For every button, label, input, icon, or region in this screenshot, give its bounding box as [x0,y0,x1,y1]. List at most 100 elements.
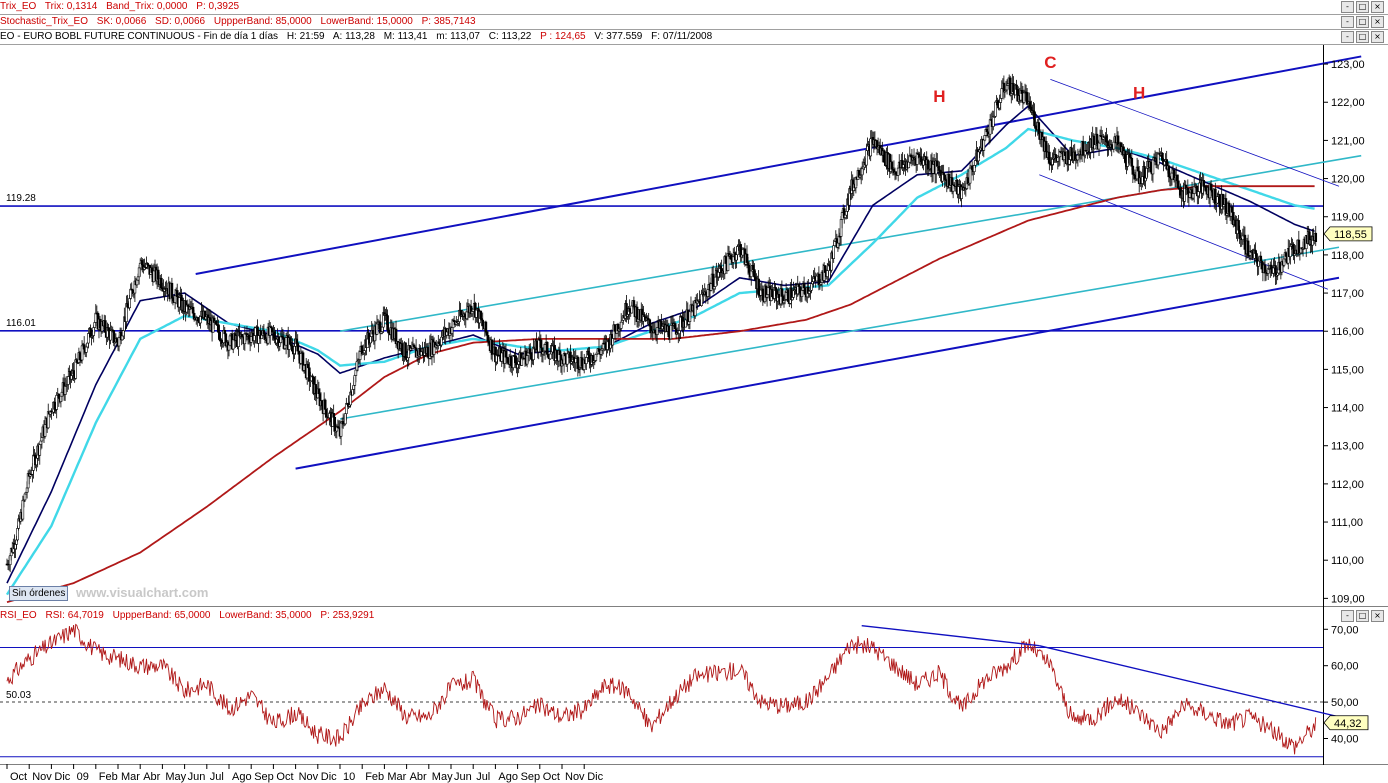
x-tick-label: Dic [54,771,70,783]
candle-body [761,288,765,301]
x-tick-label: Mar [387,771,406,783]
x-tick-label: Nov [299,771,319,783]
rsi-legend: RSI_EO RSI: 64,7019 UppperBand: 65,0000 … [0,609,380,623]
close-button[interactable]: × [1371,1,1384,13]
stochastic-legend: Stochastic_Trix_EO SK: 0,0066 SD: 0,0066… [0,15,482,29]
y-tick-label: 117,00 [1331,288,1364,300]
rsi-y-tick-label: 40,00 [1331,734,1359,746]
trendline [1050,78,1340,187]
y-tick-label: 118,00 [1331,250,1364,262]
minimize-button[interactable]: - [1341,31,1354,43]
candle-body [490,339,494,355]
candle-body [832,245,835,259]
candle-body [992,116,995,127]
rsi-mid-label: 50.03 [6,690,31,701]
candle-body [1149,161,1153,173]
stochastic-window-controls: - □ × [1341,16,1384,28]
minimize-button[interactable]: - [1341,16,1354,28]
y-tick-label: 109,00 [1331,593,1365,605]
pattern-annotation: C [1044,53,1056,72]
x-tick-label: 09 [77,771,89,783]
rsi-trendline [1039,644,1362,723]
info-high: M: 113,41 [383,31,428,42]
rsi-upper: UppperBand: 65,0000 [112,610,211,621]
info-date: F: 07/11/2008 [651,31,713,42]
axes: 109,00 110,00 111,00 112,00 113,00 114,00 115,… [6,59,1373,783]
rsi-window-controls: - □ × [1341,610,1384,622]
candle-body [1015,84,1018,90]
stochastic-lower: LowerBand: 15,0000 [320,16,413,27]
y-tick-label: 121,00 [1331,135,1365,147]
candle-body [1278,261,1282,271]
candle-body [786,289,790,302]
candle-body [632,300,636,307]
candle-body [43,424,47,437]
x-tick-label: Nov [565,771,585,783]
trix-window-controls: - □ × [1341,1,1384,13]
x-tick-label: Feb [365,771,384,783]
candle-body [800,290,804,297]
candle-body [1097,142,1101,150]
horizontal-level-label: 119.28 [6,193,36,204]
candle-body [297,350,301,355]
trix-legend: Trix_EO Trix: 0,1314 Band_Trix: 0,0000 P… [0,0,245,14]
y-tick-label: 122,00 [1331,97,1365,109]
x-tick-label: Ago [498,771,518,783]
y-tick-label: 116,00 [1331,326,1364,338]
rsi-lower: LowerBand: 35,0000 [219,610,312,621]
y-tick-label: 119,00 [1331,212,1364,224]
candle-body [619,321,623,329]
x-tick-label: Jun [454,771,472,783]
main-window-controls: - □ × [1341,31,1384,43]
y-tick-label: 115,00 [1331,364,1364,376]
pattern-annotation: H [933,87,945,106]
candle-body [1033,111,1036,127]
rsi-line [6,623,1317,755]
y-tick-label: 120,00 [1331,174,1365,186]
horizontal-level-label: 116.01 [6,318,36,329]
candle-body [994,101,997,117]
trix-band-value: Band_Trix: 0,0000 [106,1,188,12]
candle-body [1314,232,1318,242]
y-tick-label: 112,00 [1331,479,1364,491]
close-button[interactable]: × [1371,31,1384,43]
maximize-button[interactable]: □ [1356,31,1369,43]
maximize-button[interactable]: □ [1356,1,1369,13]
stochastic-period: P: 385,7143 [421,16,476,27]
candle-body [117,337,121,347]
x-tick-label: Sep [521,771,541,783]
candle-body [40,437,44,442]
sin-ordenes-button[interactable]: Sin órdenes [9,586,69,601]
candle-body [810,283,813,291]
x-tick-label: Ago [232,771,252,783]
stochastic-upper: UppperBand: 85,0000 [213,16,312,27]
close-button[interactable]: × [1371,16,1384,28]
info-p: P : 124,65 [540,31,586,42]
candle-body [648,319,652,327]
candle-body [549,353,552,360]
rsi-y-tick-label: 50,00 [1331,697,1359,709]
minimize-button[interactable]: - [1341,610,1354,622]
candle-body [284,337,288,346]
x-tick-label: Feb [99,771,118,783]
y-tick-label: 113,00 [1331,441,1364,453]
candle-body [323,399,327,410]
minimize-button[interactable]: - [1341,1,1354,13]
last-price-tag [1323,226,1373,242]
y-tick-label: 114,00 [1331,403,1364,415]
trendline [195,55,1362,275]
main-plot-area: 119.28 116.01 H C H [0,53,1362,604]
symbol-label: EO - EURO BOBL FUTURE CONTINUOUS - Fin d… [0,31,279,42]
maximize-button[interactable]: □ [1356,610,1369,622]
rsi-plot-area: 50.03 [0,623,1362,758]
moving-average-line [5,127,1315,596]
x-tick-label: Sep [254,771,274,783]
x-tick-label: Dic [587,771,603,783]
x-tick-label: Dic [321,771,337,783]
rsi-last-value-tag [1323,715,1369,731]
trendline [339,246,1340,420]
maximize-button[interactable]: □ [1356,16,1369,28]
candle-body [1000,88,1004,99]
close-button[interactable]: × [1371,610,1384,622]
